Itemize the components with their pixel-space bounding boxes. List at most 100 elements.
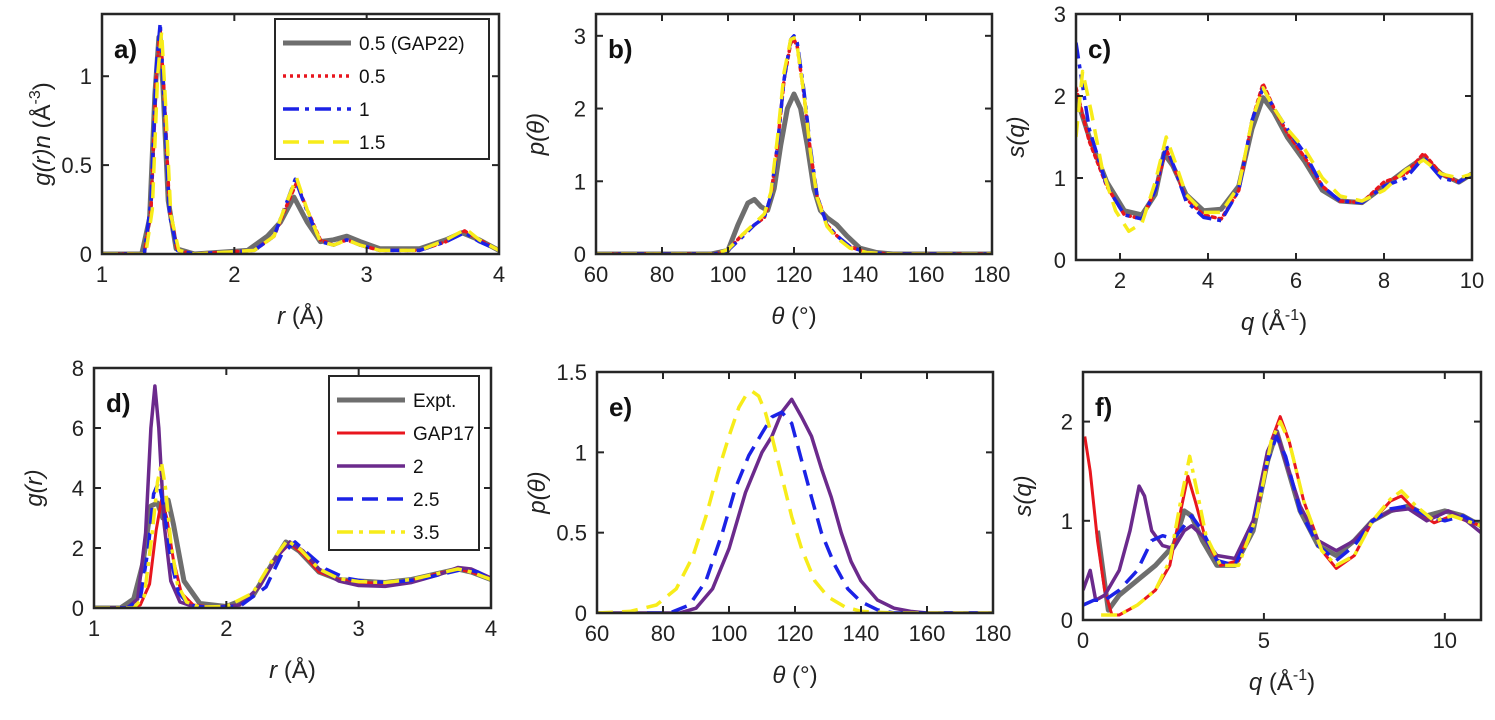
panel-label: d) bbox=[106, 388, 131, 418]
x-tick-label: 3 bbox=[361, 262, 373, 287]
x-tick-label: 180 bbox=[975, 621, 1012, 646]
legend-entry: 1 bbox=[359, 100, 370, 121]
x-tick-label: 80 bbox=[651, 621, 675, 646]
y-tick-label: 1 bbox=[1061, 509, 1073, 534]
legend-entry: 3.5 bbox=[413, 523, 439, 544]
panel-label: b) bbox=[608, 34, 633, 64]
panel-label: c) bbox=[1088, 34, 1111, 64]
axes-box bbox=[100, 12, 501, 256]
y-axis-label: s(q) bbox=[1010, 475, 1037, 516]
chart-panel-3: 2 4 6 8 10 0 1 2 3 q (Å-1) s(q) c) bbox=[1003, 2, 1484, 336]
x-tick-label: 2 bbox=[1114, 268, 1126, 293]
x-tick-label: 140 bbox=[842, 262, 879, 287]
x-tick-label: 60 bbox=[584, 262, 608, 287]
x-axis-label: θ (°) bbox=[771, 303, 816, 330]
x-axis-label: r (Å) bbox=[277, 302, 324, 330]
panel-label: e) bbox=[609, 392, 632, 422]
series-line-2 bbox=[1083, 429, 1481, 602]
y-tick-label: 1.5 bbox=[556, 360, 587, 385]
chart-panel-6: 0 5 10 0 1 2 q (Å-1) s(q) f) bbox=[1010, 370, 1483, 696]
x-tick-label: 0 bbox=[1077, 628, 1089, 653]
series-line-2 bbox=[597, 397, 993, 613]
y-tick-label: 1 bbox=[1054, 166, 1066, 191]
series-line-0-5 bbox=[596, 37, 992, 254]
y-tick-label: 4 bbox=[72, 476, 84, 501]
series-line-3-5 bbox=[94, 460, 491, 608]
y-tick-label: 1 bbox=[575, 440, 587, 465]
y-tick-label: 2 bbox=[574, 97, 586, 122]
y-axis-label: s(q) bbox=[1003, 116, 1030, 157]
legend-entry: 2.5 bbox=[413, 490, 439, 511]
x-tick-label: 6 bbox=[1290, 268, 1302, 293]
y-tick-label: 0 bbox=[1061, 608, 1073, 633]
x-axis-label: θ (°) bbox=[772, 662, 817, 689]
x-tick-label: 2 bbox=[220, 616, 232, 641]
x-tick-label: 100 bbox=[711, 621, 748, 646]
y-tick-label: 2 bbox=[1054, 84, 1066, 109]
x-tick-label: 160 bbox=[908, 262, 945, 287]
y-axis-label: g(r)n (Å-3) bbox=[27, 82, 56, 186]
y-tick-label: 0.5 bbox=[61, 153, 92, 178]
y-tick-label: 0 bbox=[574, 242, 586, 267]
series-line-2-5 bbox=[94, 480, 491, 608]
x-tick-label: 160 bbox=[909, 621, 946, 646]
y-tick-label: 2 bbox=[1061, 410, 1073, 435]
x-tick-label: 1 bbox=[88, 616, 100, 641]
y-tick-label: 2 bbox=[72, 536, 84, 561]
series-line-0-5-gap22 bbox=[1076, 95, 1472, 218]
legend-entry: 2 bbox=[413, 457, 424, 478]
panel-label: a) bbox=[114, 34, 137, 64]
x-axis-label: q (Å-1) bbox=[1249, 667, 1315, 696]
series-line-1 bbox=[596, 34, 992, 254]
x-tick-label: 3 bbox=[353, 616, 365, 641]
y-tick-label: 6 bbox=[72, 416, 84, 441]
y-tick-label: 0 bbox=[80, 242, 92, 267]
y-tick-label: 0 bbox=[72, 596, 84, 621]
legend-entry: 0.5 (GAP22) bbox=[359, 34, 465, 55]
x-tick-label: 4 bbox=[1202, 268, 1214, 293]
x-tick-label: 10 bbox=[1460, 268, 1484, 293]
series-line-1-5 bbox=[102, 30, 499, 254]
series-line-3-5 bbox=[597, 389, 993, 613]
x-axis-label: q (Å-1) bbox=[1241, 307, 1307, 336]
series-line-0-5 bbox=[1076, 81, 1472, 221]
x-tick-label: 8 bbox=[1378, 268, 1390, 293]
chart-panel-1: 1 2 3 400.51r (Å)g(r)n (Å-3)a) 0.5 (GAP22)0.… bbox=[27, 12, 505, 330]
series-line-0-5-gap22 bbox=[596, 91, 992, 254]
series-line-2-5 bbox=[597, 410, 993, 613]
legend: Expt. GAP17 2 2.5 3.5 bbox=[328, 375, 480, 551]
x-tick-label: 80 bbox=[650, 262, 674, 287]
y-tick-label: 1 bbox=[574, 169, 586, 194]
series-line-2-5 bbox=[1083, 434, 1481, 607]
x-tick-label: 10 bbox=[1433, 628, 1457, 653]
series-line-expt bbox=[1095, 429, 1481, 613]
y-tick-label: 8 bbox=[72, 356, 84, 381]
x-tick-label: 100 bbox=[710, 262, 747, 287]
x-tick-label: 60 bbox=[585, 621, 609, 646]
chart-panel-4: 1 2 3 4 0 2 4 6 8 r (Å) g(r) d) Expt. GAP17 2 2.5 3.5 bbox=[21, 356, 497, 684]
y-tick-label: 3 bbox=[574, 24, 586, 49]
y-axis-label: g(r) bbox=[21, 469, 48, 506]
legend-entry: GAP17 bbox=[413, 424, 474, 445]
y-axis-label: p(θ) bbox=[524, 471, 551, 514]
axes-box bbox=[1074, 12, 1474, 262]
x-tick-label: 180 bbox=[974, 262, 1011, 287]
series-line-3-5 bbox=[1101, 419, 1481, 617]
legend-entry: 1.5 bbox=[359, 133, 385, 154]
chart-panel-2: 60 80 100 120 140 160 180 0 1 2 3 θ (°) p(θ) b) bbox=[523, 12, 1011, 330]
x-tick-label: 5 bbox=[1258, 628, 1270, 653]
panel-label: f) bbox=[1095, 392, 1112, 422]
series-line-1 bbox=[1076, 42, 1472, 223]
x-tick-label: 140 bbox=[843, 621, 880, 646]
x-tick-label: 120 bbox=[777, 621, 814, 646]
y-tick-label: 1 bbox=[80, 64, 92, 89]
x-tick-label: 120 bbox=[776, 262, 813, 287]
legend: 0.5 (GAP22) 0.5 1 1.5 bbox=[274, 18, 490, 160]
series-line-1-5 bbox=[596, 36, 992, 254]
chart-panel-5: 60 80 100 120 140 160 180 0 0.5 1 1.5 θ (°) p(θ) e) bbox=[524, 360, 1011, 689]
y-tick-label: 0 bbox=[575, 601, 587, 626]
x-tick-label: 4 bbox=[485, 616, 497, 641]
legend-entry: 0.5 bbox=[359, 67, 385, 88]
x-tick-label: 1 bbox=[96, 262, 108, 287]
